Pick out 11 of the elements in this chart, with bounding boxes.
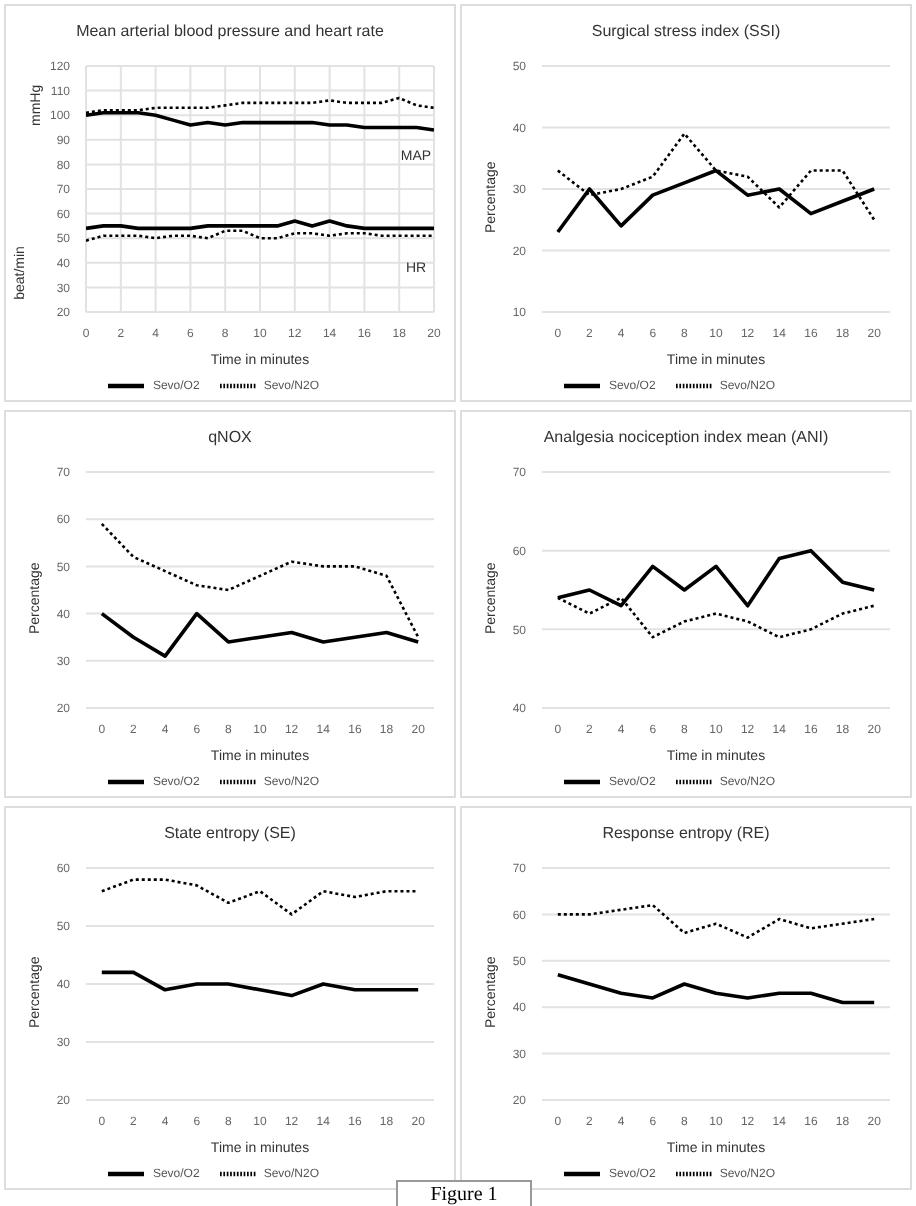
chart-title: Analgesia nociception index mean (ANI) xyxy=(541,428,831,446)
line-series xyxy=(100,970,420,998)
text: Figure 1 xyxy=(430,1184,498,1206)
chart-title: Mean arterial blood pressure and heart rate xyxy=(74,22,386,40)
chart-title: qNOX xyxy=(206,428,254,446)
line-series xyxy=(556,972,876,1005)
line-series xyxy=(100,878,420,916)
chart-title: Surgical stress index (SSI) xyxy=(589,22,783,40)
chart-title: Response entropy (RE) xyxy=(600,824,772,842)
chart-title: State entropy (SE) xyxy=(162,824,298,842)
line-series xyxy=(556,903,876,939)
